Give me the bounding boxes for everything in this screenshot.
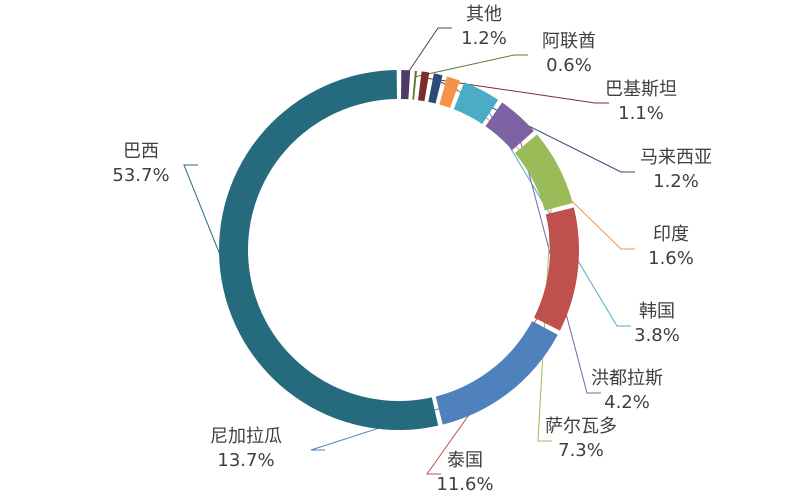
value-label-7: 4.2% <box>604 392 650 413</box>
donut-slice-10 <box>435 321 558 425</box>
donut-slice-9 <box>534 207 579 331</box>
category-label-7: 洪都拉斯 <box>591 368 663 389</box>
leader-line-8 <box>537 169 554 442</box>
value-label-2: 0.6% <box>546 55 592 76</box>
donut-slice-4 <box>428 73 443 104</box>
leader-line-10 <box>310 386 507 451</box>
category-label-8: 萨尔瓦多 <box>545 416 617 437</box>
leader-line-7 <box>514 120 601 394</box>
category-label-9: 泰国 <box>447 450 483 471</box>
donut-slice-5 <box>439 76 460 108</box>
donut-slice-1 <box>400 70 411 100</box>
value-label-3: 1.1% <box>618 103 664 124</box>
value-label-10: 13.7% <box>217 450 274 471</box>
category-label-1: 其他 <box>466 4 502 25</box>
category-label-10: 尼加拉瓜 <box>210 426 282 447</box>
value-label-4: 1.2% <box>653 171 699 192</box>
donut-slice-8 <box>514 134 573 211</box>
category-label-3: 巴基斯坦 <box>605 79 677 100</box>
value-label-1: 1.2% <box>461 28 507 49</box>
leader-line-6 <box>478 95 631 327</box>
value-label-11: 53.7% <box>112 165 169 186</box>
category-label-11: 巴西 <box>123 141 159 162</box>
donut-slice-11 <box>218 70 439 431</box>
leader-line-1 <box>405 27 452 77</box>
leader-line-3 <box>424 77 609 104</box>
value-label-8: 7.3% <box>558 440 604 461</box>
category-label-5: 印度 <box>653 224 689 245</box>
value-label-6: 3.8% <box>634 325 680 346</box>
leader-line-2 <box>415 54 528 78</box>
donut-slice-2 <box>412 70 417 100</box>
donut-slice-7 <box>485 102 534 151</box>
leader-line-11 <box>183 164 227 271</box>
value-label-9: 11.6% <box>436 474 493 495</box>
category-label-4: 马来西亚 <box>640 147 712 168</box>
donut-slice-3 <box>418 71 430 102</box>
category-label-2: 阿联酋 <box>542 31 596 52</box>
category-label-6: 韩国 <box>639 301 675 322</box>
donut-slice-6 <box>453 82 499 125</box>
value-label-5: 1.6% <box>648 248 694 269</box>
